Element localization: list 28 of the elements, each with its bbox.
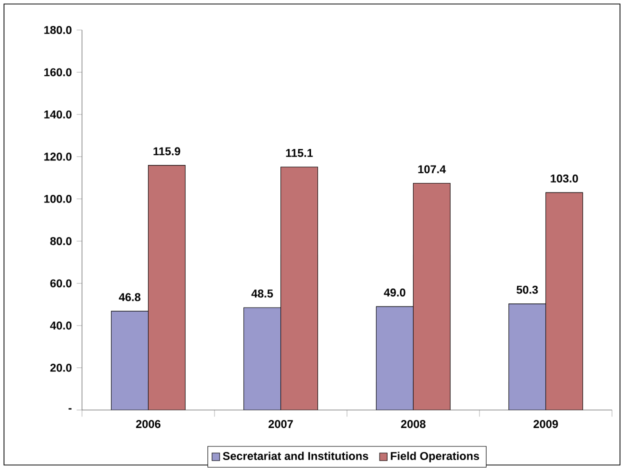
bar <box>243 307 282 410</box>
y-tick-label: 100.0 <box>44 194 72 203</box>
data-label: 46.8 <box>118 293 140 302</box>
y-tick-label: 60.0 <box>50 279 72 288</box>
data-label: 107.4 <box>418 165 446 174</box>
y-tick-label: 180.0 <box>44 26 72 34</box>
legend-label: Field Operations <box>390 452 480 462</box>
y-tick-label: - <box>68 408 72 410</box>
x-tick-label: 2008 <box>401 420 426 428</box>
legend-label: Secretariat and Institutions <box>222 452 368 460</box>
y-tick-label: 140.0 <box>44 110 72 118</box>
y-tick-label: 120.0 <box>44 152 72 161</box>
bar <box>376 306 414 410</box>
bar <box>110 310 149 410</box>
y-tick-label: 80.0 <box>50 237 72 246</box>
y-tick-label: 160.0 <box>44 68 72 76</box>
y-tick-label: 20.0 <box>50 364 72 372</box>
x-tick-label: 2006 <box>136 420 160 428</box>
data-label: 103.0 <box>550 174 578 183</box>
data-label: 115.1 <box>286 149 313 157</box>
data-label: 49.0 <box>384 288 406 297</box>
x-tick-label: 2009 <box>534 420 558 428</box>
data-label: 115.9 <box>154 147 180 156</box>
data-label: 48.5 <box>251 290 273 298</box>
bar <box>508 304 546 410</box>
data-label: 50.3 <box>516 286 538 294</box>
y-tick-label: 40.0 <box>50 322 72 330</box>
x-tick-label: 2007 <box>268 420 293 428</box>
